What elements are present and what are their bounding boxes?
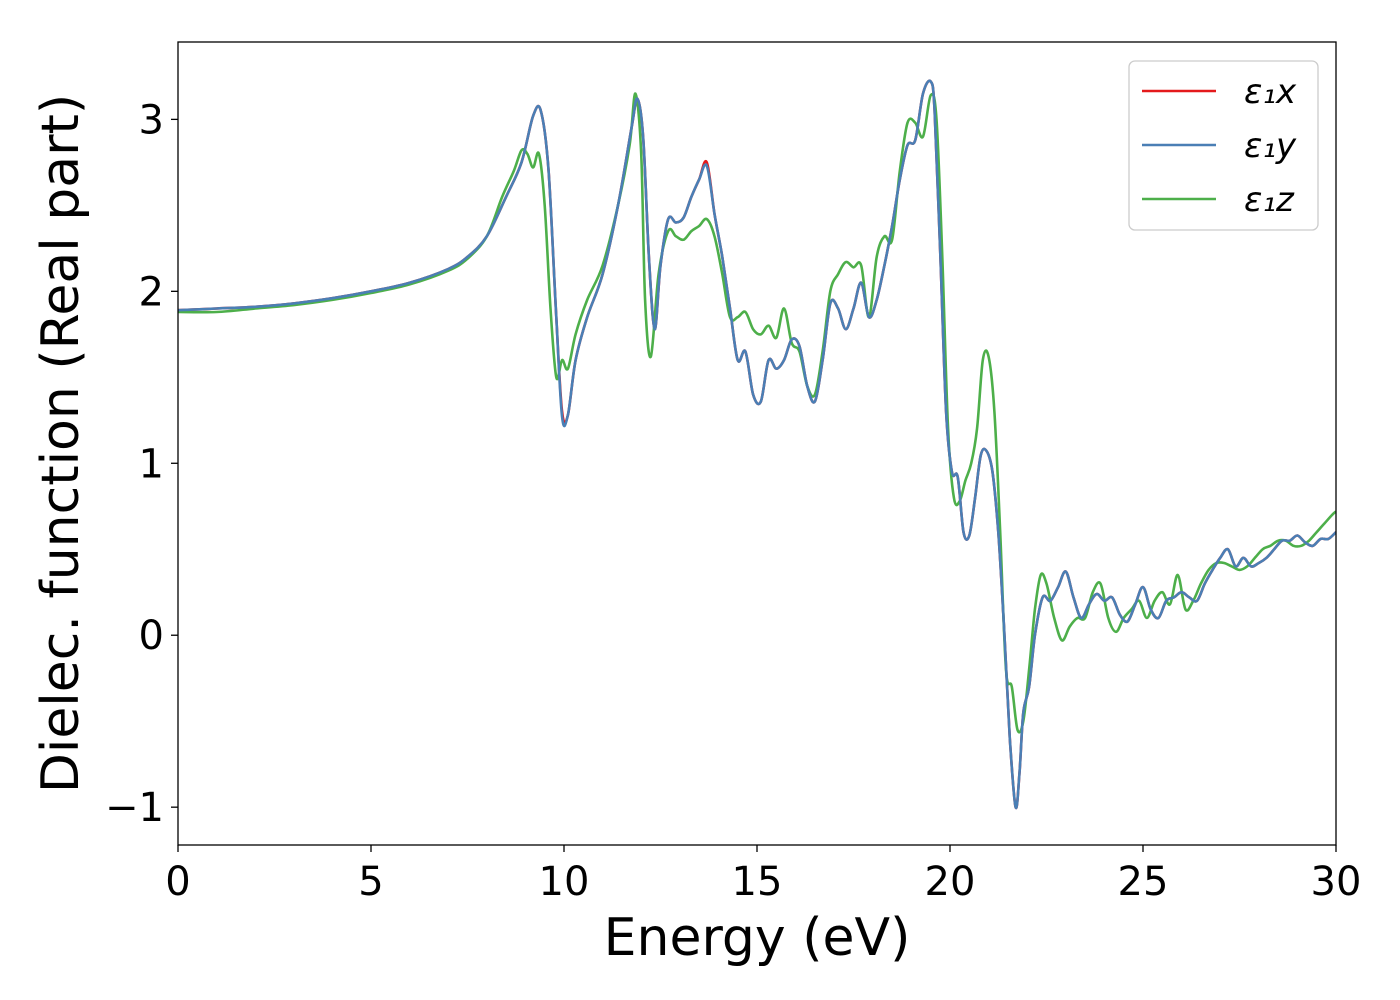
x-tick-label: 30 bbox=[1311, 859, 1362, 905]
y-tick-label: 0 bbox=[139, 613, 164, 659]
x-tick-label: 15 bbox=[732, 859, 783, 905]
y-tick-label: 2 bbox=[139, 269, 164, 315]
y-tick-label: 1 bbox=[139, 441, 164, 487]
series-line-2 bbox=[178, 92, 1336, 734]
x-tick-label: 10 bbox=[539, 859, 590, 905]
y-tick-label: 3 bbox=[139, 97, 164, 143]
legend-label: ε₁x bbox=[1244, 72, 1297, 112]
x-tick-label: 25 bbox=[1118, 859, 1169, 905]
x-axis-label: Energy (eV) bbox=[604, 908, 911, 968]
legend-label: ε₁z bbox=[1244, 180, 1295, 220]
legend-box bbox=[1128, 60, 1319, 231]
legend-label: ε₁y bbox=[1244, 126, 1297, 166]
series-layer bbox=[178, 79, 1336, 810]
y-tick-label: −1 bbox=[105, 785, 164, 831]
legend: ε₁x ε₁y ε₁z bbox=[1128, 60, 1319, 231]
series-line-1 bbox=[178, 79, 1336, 810]
y-axis-label: Dielec. function (Real part) bbox=[31, 94, 91, 793]
x-tick-label: 5 bbox=[358, 859, 383, 905]
x-tick-label: 20 bbox=[925, 859, 976, 905]
x-tick-label: 0 bbox=[165, 859, 190, 905]
